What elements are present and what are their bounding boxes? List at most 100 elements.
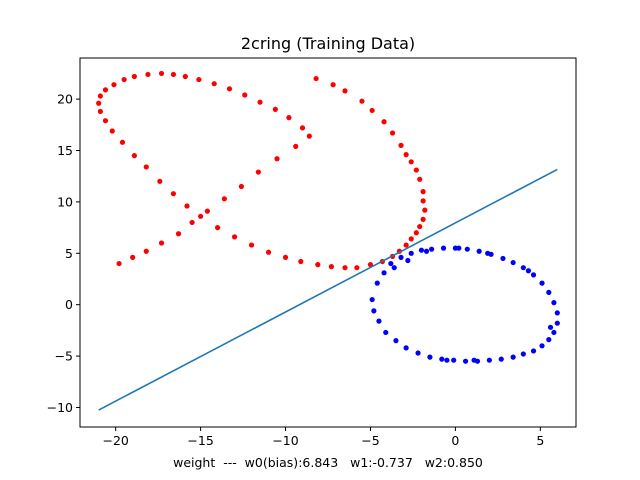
data-point-series-1 [391,265,397,271]
chart-title: 2cring (Training Data) [241,34,415,53]
data-point-series-1 [539,343,545,349]
data-point-series-0 [157,178,163,184]
y-tick-label: 20 [57,92,73,107]
data-point-series-0 [97,108,103,115]
data-point-series-0 [422,207,428,213]
data-point-series-1 [554,320,560,326]
data-point-series-0 [175,231,182,237]
data-point-series-0 [198,213,204,219]
data-point-series-0 [420,189,426,195]
data-point-series-0 [359,98,365,104]
data-point-series-0 [170,71,177,78]
data-point-series-1 [381,270,387,276]
data-point-series-1 [444,357,450,363]
data-point-series-1 [403,345,409,351]
data-point-series-1 [371,308,377,314]
data-point-series-1 [510,354,516,360]
y-tick-label: −5 [55,349,73,364]
y-tick-label: −10 [47,400,73,415]
data-point-series-0 [248,242,255,248]
data-point-series-1 [429,246,435,252]
data-point-series-0 [238,183,244,190]
data-point-series-1 [415,350,421,356]
data-point-series-0 [109,128,115,134]
data-point-series-0 [417,223,423,230]
data-point-series-0 [182,73,188,80]
data-point-series-1 [418,247,425,253]
y-tick-label: 5 [65,246,73,261]
data-point-series-0 [398,142,404,148]
data-point-series-1 [388,260,394,267]
data-point-series-0 [413,230,419,236]
x-tick-label: −5 [361,433,379,448]
data-point-series-1 [374,280,380,286]
data-point-series-0 [170,191,177,197]
data-point-series-1 [408,250,414,256]
data-point-series-0 [298,258,304,265]
data-point-series-0 [408,236,414,242]
data-point-series-1 [530,348,537,354]
data-point-series-0 [96,100,102,106]
data-point-series-1 [547,324,554,330]
data-point-series-0 [102,87,109,93]
data-point-series-1 [440,245,447,251]
data-point-series-0 [328,264,334,270]
data-point-series-0 [255,169,261,175]
data-point-series-0 [413,167,419,173]
axis-ticks: −20 −15 −10 −5 0 5 −10 −5 0 5 10 15 20 [47,92,545,448]
data-point-series-0 [116,260,122,267]
data-point-series-0 [119,139,126,145]
x-axis-label: weight --- w0(bias):6.843 w1:-0.737 w2:0… [173,455,483,470]
data-point-series-0 [130,254,136,260]
data-point-series-0 [299,125,306,131]
data-point-series-1 [427,354,433,360]
data-point-series-0 [330,82,336,88]
x-tick-label: −15 [187,433,213,448]
data-point-series-1 [451,357,457,363]
data-point-series-1 [510,259,516,266]
data-point-series-0 [342,265,348,271]
data-point-series-1 [393,338,399,344]
data-point-series-0 [265,249,272,255]
data-point-series-1 [554,310,560,316]
data-point-series-0 [282,254,289,260]
data-point-series-0 [158,70,165,77]
data-point-series-0 [211,81,217,87]
data-point-series-1 [546,289,552,295]
data-point-series-1 [500,255,506,262]
data-point-series-0 [403,242,409,248]
data-point-series-1 [485,250,491,256]
data-point-series-0 [306,133,312,139]
data-point-series-1 [498,356,504,362]
data-point-series-0 [313,75,319,82]
data-point-series-0 [286,115,292,121]
data-point-series-0 [403,152,409,158]
data-point-series-1 [464,246,470,252]
data-point-series-1 [439,356,445,362]
data-point-series-1 [383,329,389,336]
data-point-series-0 [131,153,137,159]
data-point-series-0 [143,164,149,170]
data-point-series-1 [525,268,532,274]
data-point-series-0 [315,262,321,268]
data-point-series-1 [539,280,545,286]
data-point-series-0 [111,82,117,88]
data-point-series-0 [189,219,195,226]
data-point-series-1 [398,254,404,260]
data-point-series-1 [476,248,482,254]
data-point-series-1 [376,318,382,324]
data-point-series-0 [420,216,426,222]
data-point-series-0 [214,225,221,231]
axes-frame [79,57,577,428]
x-tick-label: 0 [451,433,459,448]
data-point-series-0 [420,198,426,204]
data-point-series-0 [293,143,299,149]
data-point-series-1 [530,272,537,278]
decision-boundary-line [98,168,558,411]
data-point-series-0 [196,76,202,83]
plot-area [96,70,560,411]
data-point-series-0 [158,240,165,246]
data-point-series-0 [221,196,227,202]
